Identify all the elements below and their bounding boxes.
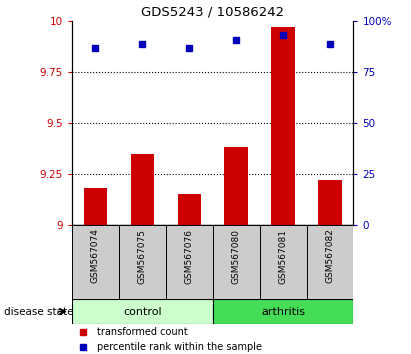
Title: GDS5243 / 10586242: GDS5243 / 10586242	[141, 6, 284, 19]
Text: transformed count: transformed count	[97, 327, 188, 337]
Text: GSM567074: GSM567074	[91, 229, 100, 284]
Text: disease state: disease state	[4, 307, 74, 316]
Text: GSM567082: GSM567082	[326, 229, 335, 284]
Bar	[72, 225, 119, 299]
Bar	[260, 225, 307, 299]
Text: GSM567075: GSM567075	[138, 229, 147, 284]
Text: GSM567076: GSM567076	[185, 229, 194, 284]
Bar	[271, 27, 295, 225]
Bar	[318, 180, 342, 225]
Text: control: control	[123, 307, 162, 316]
Bar	[307, 225, 353, 299]
Text: GSM567081: GSM567081	[279, 229, 288, 284]
Bar	[131, 154, 154, 225]
Bar	[119, 225, 166, 299]
Bar	[72, 299, 213, 324]
Text: arthritis: arthritis	[261, 307, 305, 316]
Bar	[84, 188, 107, 225]
Bar	[213, 299, 353, 324]
Bar	[178, 194, 201, 225]
Bar	[166, 225, 213, 299]
Text: percentile rank within the sample: percentile rank within the sample	[97, 342, 262, 352]
Text: GSM567080: GSM567080	[232, 229, 241, 284]
Bar	[213, 225, 260, 299]
Bar	[224, 147, 248, 225]
